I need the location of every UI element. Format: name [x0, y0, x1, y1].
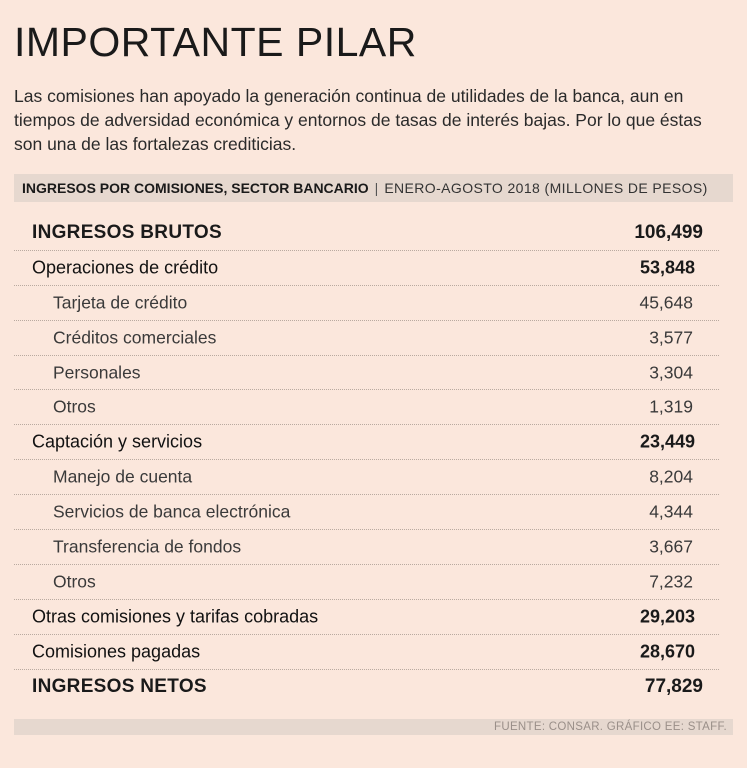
page-title: IMPORTANTE PILAR [14, 19, 417, 65]
row-label: Transferencia de fondos [53, 536, 242, 557]
commissions-table: INGRESOS BRUTOS 106,499 Operaciones de c… [14, 216, 719, 704]
table-row-transferencia-fondos: Transferencia de fondos 3,667 [14, 530, 719, 565]
source-credit: FUENTE: CONSAR. GRÁFICO EE: STAFF. [494, 721, 727, 733]
row-value: 8,204 [649, 466, 693, 487]
row-label: Créditos comerciales [53, 327, 217, 348]
row-label: Captación y servicios [32, 431, 203, 452]
row-label: Otras comisiones y tarifas cobradas [32, 606, 319, 627]
row-value: 3,304 [649, 362, 693, 382]
row-value: 1,319 [649, 396, 693, 417]
row-value: 3,577 [649, 327, 693, 348]
row-label: Operaciones de crédito [32, 257, 219, 278]
table-row-ingresos-brutos: INGRESOS BRUTOS 106,499 [14, 216, 719, 251]
row-value: 3,667 [649, 536, 693, 557]
row-label: Personales [53, 362, 141, 382]
row-value: 106,499 [634, 221, 703, 243]
row-value: 53,848 [639, 257, 695, 278]
row-label: Otros [53, 396, 96, 417]
table-row-otras-comisiones: Otras comisiones y tarifas cobradas 29,2… [14, 600, 719, 635]
source-footer-bar: FUENTE: CONSAR. GRÁFICO EE: STAFF. [14, 719, 733, 735]
table-row-banca-electronica: Servicios de banca electrónica 4,344 [14, 495, 719, 531]
table-row-ingresos-netos: INGRESOS NETOS 77,829 [14, 670, 719, 705]
row-label: Tarjeta de crédito [53, 292, 188, 313]
table-header-separator: | [374, 180, 379, 196]
row-label: Servicios de banca electrónica [53, 501, 291, 522]
table-header-title: INGRESOS POR COMISIONES, SECTOR BANCARIO [22, 180, 369, 196]
row-value: 23,449 [639, 431, 695, 452]
row-label: Otros [53, 571, 96, 592]
row-value: 4,344 [649, 501, 693, 522]
row-value: 77,829 [644, 676, 703, 698]
row-label: INGRESOS NETOS [32, 676, 207, 698]
row-value: 45,648 [639, 292, 693, 313]
row-value: 28,670 [639, 641, 695, 662]
table-row-operaciones-credito: Operaciones de crédito 53,848 [14, 251, 719, 286]
table-row-personales: Personales 3,304 [14, 356, 719, 391]
row-value: 7,232 [649, 571, 693, 592]
row-label: Manejo de cuenta [53, 466, 193, 487]
table-row-creditos-comerciales: Créditos comerciales 3,577 [14, 321, 719, 356]
row-value: 29,203 [639, 606, 695, 627]
table-row-otros-credito: Otros 1,319 [14, 390, 719, 426]
subtitle-paragraph: Las comisiones han apoyado la generación… [14, 86, 702, 154]
row-label: INGRESOS BRUTOS [32, 221, 222, 243]
table-row-manejo-cuenta: Manejo de cuenta 8,204 [14, 460, 719, 496]
row-label: Comisiones pagadas [32, 641, 201, 662]
table-row-captacion-servicios: Captación y servicios 23,449 [14, 425, 719, 461]
table-header-period: ENERO-AGOSTO 2018 (MILLONES DE PESOS) [384, 180, 708, 196]
table-row-otros-captacion: Otros 7,232 [14, 565, 719, 600]
table-header-bar: INGRESOS POR COMISIONES, SECTOR BANCARIO… [14, 174, 733, 202]
table-row-tarjeta-credito: Tarjeta de crédito 45,648 [14, 286, 719, 321]
table-row-comisiones-pagadas: Comisiones pagadas 28,670 [14, 635, 719, 670]
